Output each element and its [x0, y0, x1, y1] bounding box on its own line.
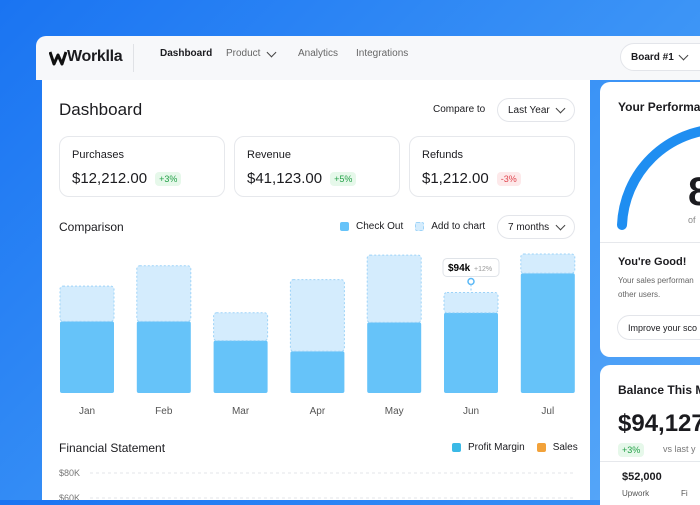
nav-item[interactable]: Product — [226, 47, 277, 59]
kpi-label: Revenue — [247, 149, 292, 161]
divider — [600, 461, 700, 462]
page-title: Dashboard — [59, 100, 143, 119]
kpi-change: +3% — [155, 172, 182, 186]
kpi-card: Revenue $41,123.00 +5% — [234, 136, 400, 197]
kpi-value: $41,123.00 — [247, 170, 323, 187]
kpi-label: Purchases — [72, 149, 124, 161]
legend: Profit Margin Sales — [452, 442, 578, 453]
period-value: 7 months — [508, 221, 550, 233]
bar-add-to-chart — [59, 285, 115, 322]
legend-swatch — [340, 222, 349, 231]
chart-title: Financial Statement — [59, 441, 166, 455]
bar-check-out — [520, 273, 575, 393]
y-tick-label: $60K — [59, 493, 80, 500]
message: other users. — [618, 290, 661, 299]
message: Your sales performan — [618, 276, 694, 285]
bar-check-out — [444, 312, 498, 393]
kpi-value: $1,212.00 — [422, 170, 489, 187]
nav-item[interactable]: Analytics — [298, 48, 339, 59]
legend-label: Check Out — [356, 221, 404, 232]
compare-select[interactable]: Last Year — [497, 98, 575, 122]
x-tick-label: Mar — [232, 406, 250, 417]
legend-item: Sales — [536, 442, 578, 453]
nav-item[interactable]: Dashboard — [160, 48, 213, 59]
x-tick-label: May — [385, 406, 404, 417]
item-amount: $52,000 — [622, 471, 662, 483]
performance-card: Your Performa 8 of You're Good! Your sal… — [600, 82, 700, 357]
tooltip-box — [442, 257, 500, 277]
legend-swatch — [452, 443, 461, 452]
logo: Worklla — [67, 48, 123, 65]
item-label: Upwork — [622, 489, 650, 498]
board-label: Board #1 — [631, 51, 674, 63]
status: You're Good! — [618, 256, 687, 268]
x-tick-label: Jul — [541, 406, 554, 417]
nav-bar: Worklla Dashboard Product Analytics Inte… — [36, 36, 700, 80]
compare-text: vs last y — [663, 444, 696, 454]
kpi-change: +5% — [330, 172, 357, 186]
tooltip-change: +12% — [474, 266, 492, 273]
x-tick-label: Jan — [79, 406, 95, 417]
chart-title: Comparison — [59, 220, 124, 234]
legend: Check Out Add to chart — [340, 221, 485, 232]
y-tick-label: $80K — [59, 468, 80, 478]
bar-add-to-chart — [520, 253, 576, 274]
divider — [133, 44, 134, 72]
kpi-card: Refunds $1,212.00 -3% — [409, 136, 575, 197]
divider — [600, 242, 700, 243]
bar-check-out — [213, 340, 268, 393]
x-tick-label: Apr — [310, 406, 326, 417]
nav-label: Product — [226, 48, 261, 59]
card-title: Balance This M — [618, 383, 700, 397]
button-label: Improve your sco — [628, 322, 698, 333]
period-select[interactable]: 7 months — [497, 215, 575, 239]
legend-swatch — [415, 222, 425, 231]
kpi-card: Purchases $12,212.00 +3% — [59, 136, 225, 197]
bar-check-out — [290, 351, 345, 393]
board-select[interactable]: Board #1 — [620, 43, 700, 71]
nav-item[interactable]: Integrations — [356, 48, 409, 59]
change-badge: +3% — [618, 443, 645, 457]
gauge — [617, 126, 700, 230]
kpi-label: Refunds — [422, 149, 463, 161]
bar-add-to-chart — [289, 279, 345, 352]
balance-card: Balance This M $94,127 +3% vs last y $52… — [600, 365, 700, 505]
kpi-change: -3% — [496, 172, 521, 186]
bar-add-to-chart — [366, 254, 422, 323]
legend-label: Add to chart — [431, 221, 486, 232]
x-tick-label: Jun — [463, 406, 479, 417]
kpi-value: $12,212.00 — [72, 170, 148, 187]
legend-label: Sales — [552, 442, 578, 453]
bar-add-to-chart — [136, 265, 192, 322]
bar-add-to-chart — [443, 291, 499, 314]
score-of: of — [688, 215, 696, 225]
logo-icon — [49, 51, 67, 66]
item-label: Fi — [681, 489, 688, 498]
legend-label: Profit Margin — [468, 442, 525, 453]
improve-button[interactable]: Improve your sco — [617, 315, 700, 340]
x-tick-label: Feb — [155, 406, 173, 417]
legend-item: Add to chart — [415, 221, 485, 232]
tooltip-value: $94k — [448, 263, 471, 274]
balance-amount: $94,127 — [618, 410, 700, 437]
bar-check-out — [136, 321, 191, 393]
bar-check-out — [60, 321, 114, 393]
bar-check-out — [367, 322, 422, 393]
score: 8 — [688, 170, 700, 214]
bar-add-to-chart — [213, 312, 269, 342]
card-title: Your Performa — [618, 100, 700, 114]
legend-item: Profit Margin — [452, 442, 525, 453]
legend-swatch — [536, 443, 546, 452]
compare-label: Compare to — [433, 104, 486, 115]
legend-item: Check Out — [340, 221, 403, 232]
compare-value: Last Year — [508, 104, 550, 116]
tooltip-dot — [467, 277, 475, 286]
